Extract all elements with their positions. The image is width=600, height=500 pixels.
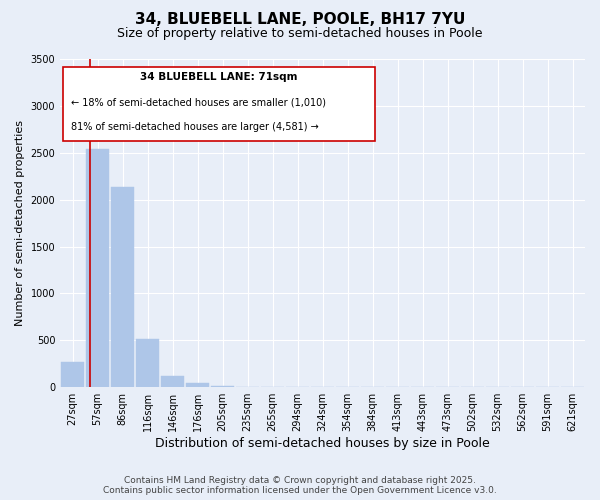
Text: 34, BLUEBELL LANE, POOLE, BH17 7YU: 34, BLUEBELL LANE, POOLE, BH17 7YU — [135, 12, 465, 28]
FancyBboxPatch shape — [63, 67, 375, 141]
Text: ← 18% of semi-detached houses are smaller (1,010): ← 18% of semi-detached houses are smalle… — [71, 98, 326, 108]
X-axis label: Distribution of semi-detached houses by size in Poole: Distribution of semi-detached houses by … — [155, 437, 490, 450]
Bar — [112, 188, 134, 387]
Bar — [211, 386, 234, 387]
Bar — [161, 376, 184, 387]
Y-axis label: Number of semi-detached properties: Number of semi-detached properties — [15, 120, 25, 326]
Text: Contains HM Land Registry data © Crown copyright and database right 2025.
Contai: Contains HM Land Registry data © Crown c… — [103, 476, 497, 495]
Bar — [86, 149, 109, 387]
Bar — [61, 362, 84, 387]
Bar — [187, 382, 209, 387]
Text: Size of property relative to semi-detached houses in Poole: Size of property relative to semi-detach… — [117, 28, 483, 40]
Text: 81% of semi-detached houses are larger (4,581) →: 81% of semi-detached houses are larger (… — [71, 122, 319, 132]
Text: 34 BLUEBELL LANE: 71sqm: 34 BLUEBELL LANE: 71sqm — [140, 72, 298, 82]
Bar — [136, 340, 159, 387]
